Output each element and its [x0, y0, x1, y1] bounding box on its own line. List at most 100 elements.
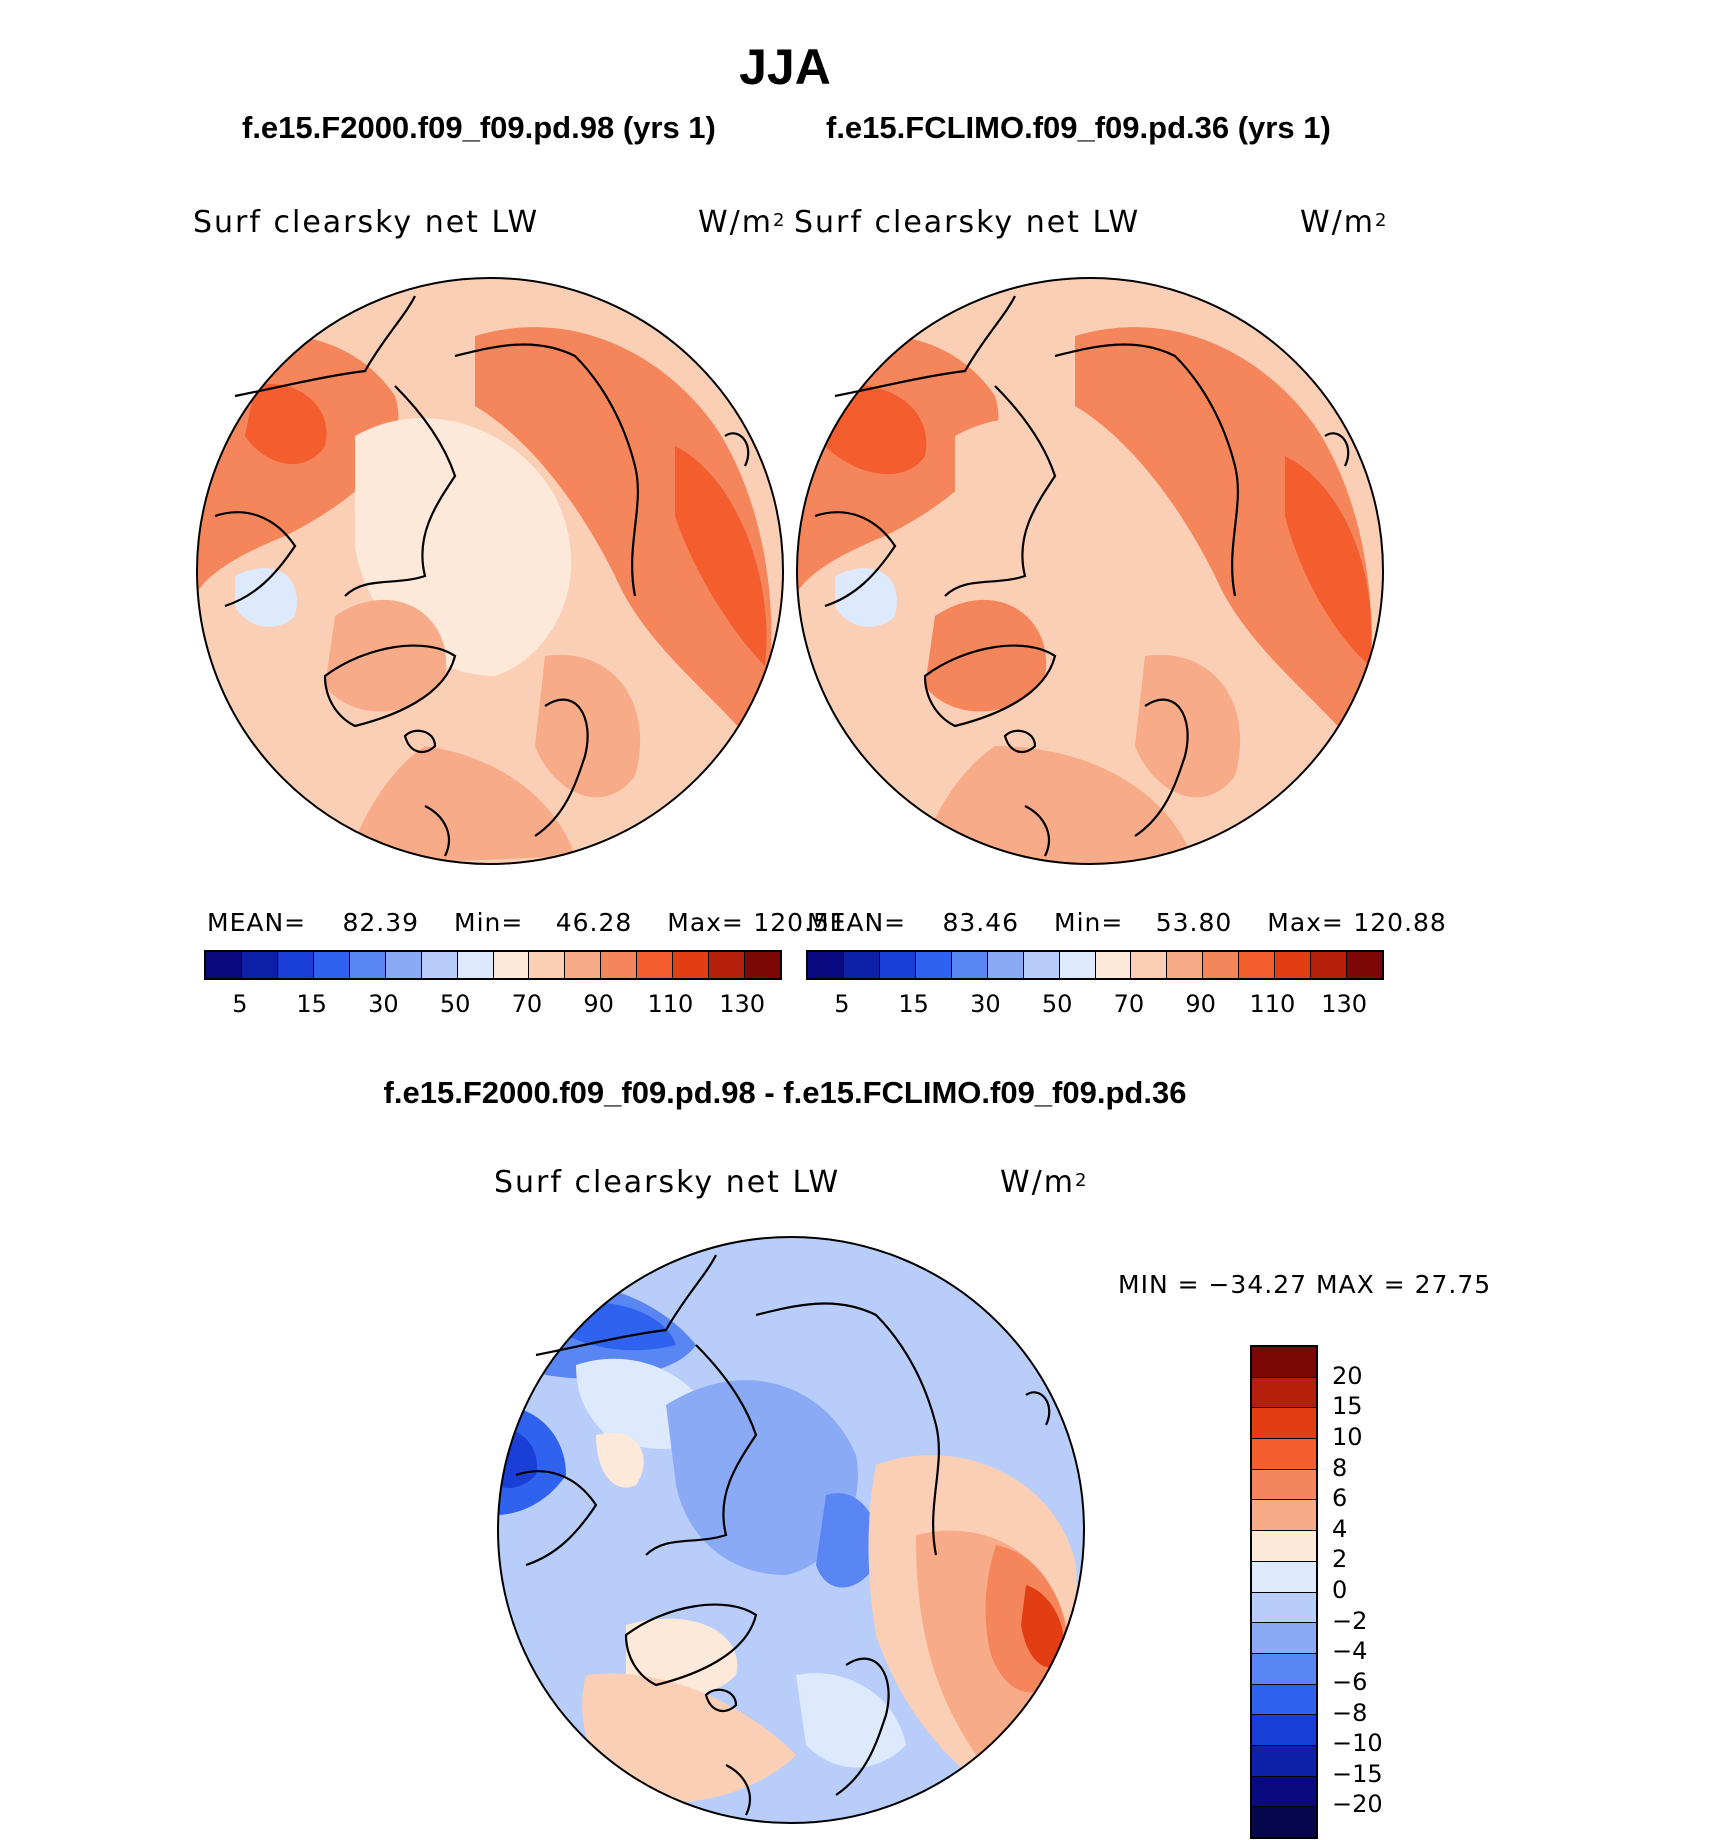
left-mean-label: MEAN=	[207, 908, 307, 937]
colorbar-tick-label: −8	[1332, 1698, 1368, 1727]
colorbar-tick-label: 6	[1332, 1484, 1348, 1513]
colorbar-swatch	[1252, 1776, 1316, 1808]
colorbar-tick-label: 10	[1332, 1422, 1363, 1451]
coastlines	[515, 1254, 1051, 1816]
land-field-siberia	[1075, 327, 1372, 746]
colorbar-swatch	[1252, 1807, 1316, 1837]
diff-variable-label: Surf clearsky net LW	[494, 1165, 841, 1200]
land-field-siberia	[475, 327, 772, 746]
diff-title: f.e15.F2000.f09_f09.pd.98 - f.e15.FCLIMO…	[383, 1075, 1187, 1110]
left-colorbar	[204, 950, 782, 980]
colorbar-swatch	[1252, 1715, 1316, 1746]
colorbar-swatch	[637, 952, 674, 978]
colorbar-swatch	[1095, 952, 1132, 978]
colorbar-swatch	[1252, 1684, 1316, 1716]
colorbar-swatch	[1252, 1439, 1316, 1470]
right-max-label: Max=	[1267, 908, 1344, 937]
right-mean-label: MEAN=	[807, 908, 907, 937]
colorbar-swatch	[241, 952, 278, 978]
colorbar-swatch	[601, 952, 638, 978]
right-units-label: W/m2	[1300, 205, 1389, 240]
colorbar-swatch	[987, 952, 1024, 978]
left-max-label: Max=	[667, 908, 744, 937]
colorbar-swatch	[421, 952, 458, 978]
colorbar-swatch	[1059, 952, 1096, 978]
greenland-field	[325, 599, 447, 712]
colorbar-swatch	[1203, 952, 1240, 978]
colorbar-swatch	[808, 952, 844, 978]
colorbar-swatch	[1252, 1592, 1316, 1624]
colorbar-swatch	[1252, 1377, 1316, 1409]
right-colorbar	[806, 950, 1384, 980]
colorbar-swatch	[529, 952, 566, 978]
warm-field-canada	[825, 384, 927, 475]
colorbar-tick-label: −6	[1332, 1667, 1368, 1696]
right-max-value: 120.88	[1353, 908, 1447, 937]
colorbar-tick-label: −4	[1332, 1637, 1368, 1666]
colorbar-tick-label: 20	[1332, 1361, 1363, 1390]
colorbar-swatch	[951, 952, 988, 978]
colorbar-tick-label: 70	[511, 990, 543, 1018]
colorbar-tick-label: 50	[1041, 990, 1073, 1018]
warm-field-canada	[245, 384, 327, 465]
colorbar-swatch	[277, 952, 314, 978]
colorbar-swatch	[313, 952, 350, 978]
colorbar-swatch	[1252, 1653, 1316, 1685]
right-mean-value: 83.46	[942, 908, 1020, 937]
colorbar-swatch	[1252, 1745, 1316, 1777]
colorbar-tick-label: 15	[1332, 1392, 1363, 1421]
colorbar-tick-label: −2	[1332, 1606, 1368, 1635]
colorbar-tick-label: 30	[368, 990, 399, 1018]
colorbar-tick-label: 50	[439, 990, 471, 1018]
right-variable-label: Surf clearsky net LW	[794, 205, 1141, 240]
colorbar-swatch	[915, 952, 952, 978]
colorbar-swatch	[1252, 1561, 1316, 1593]
left-polar-map	[196, 277, 784, 865]
diff-units-label: W/m2	[1000, 1165, 1089, 1200]
colorbar-swatch	[879, 952, 916, 978]
left-case-title: f.e15.F2000.f09_f09.pd.98 (yrs 1)	[242, 110, 716, 145]
map-boundary	[196, 277, 784, 865]
map-boundary	[796, 277, 1384, 865]
colorbar-swatch	[565, 952, 602, 978]
neg-field-kara	[816, 1493, 878, 1588]
colorbar-swatch	[709, 952, 746, 978]
left-min-label: Min=	[454, 908, 524, 937]
colorbar-tick-label: −10	[1332, 1729, 1383, 1758]
colorbar-swatch	[745, 952, 780, 978]
hudson-bay-field	[835, 568, 897, 627]
north-atlantic-field	[915, 746, 1195, 864]
colorbar-tick-label: 8	[1332, 1453, 1348, 1482]
warm-field-east-siberia	[1285, 456, 1372, 666]
left-units-label: W/m2	[698, 205, 787, 240]
colorbar-swatch	[1311, 952, 1348, 978]
diff-minmax: MIN = −34.27 MAX = 27.75	[1118, 1270, 1492, 1299]
right-case-title: f.e15.FCLIMO.f09_f09.pd.36 (yrs 1)	[826, 110, 1331, 145]
colorbar-tick-label: 70	[1113, 990, 1145, 1018]
right-stats: MEAN= 83.46 Min= 53.80 Max= 120.88	[807, 908, 1447, 937]
pos-field-baffin	[596, 1433, 644, 1488]
colorbar-swatch	[493, 952, 530, 978]
colorbar-tick-label: 90	[1185, 990, 1216, 1018]
hudson-bay-field	[235, 568, 297, 627]
diff-colorbar	[1250, 1345, 1318, 1839]
left-max-value: 120.51	[753, 908, 847, 937]
colorbar-swatch	[1239, 952, 1276, 978]
main-title: JJA	[739, 39, 831, 95]
diff-polar-map	[497, 1236, 1085, 1824]
left-mean-value: 82.39	[342, 908, 420, 937]
colorbar-swatch	[673, 952, 710, 978]
colorbar-tick-label: 30	[970, 990, 1001, 1018]
left-stats: MEAN= 82.39 Min= 46.28 Max= 120.51	[207, 908, 847, 937]
colorbar-tick-label: 110	[1249, 990, 1296, 1018]
colorbar-tick-label: 15	[898, 990, 929, 1018]
colorbar-tick-label: 110	[647, 990, 694, 1018]
colorbar-swatch	[1252, 1408, 1316, 1440]
colorbar-swatch	[349, 952, 386, 978]
pos-field-siberia-max	[1021, 1585, 1065, 1668]
colorbar-swatch	[1252, 1623, 1316, 1654]
near-zero-field-scandinavia	[796, 1673, 906, 1768]
colorbar-tick-label: −15	[1332, 1759, 1383, 1788]
coastlines	[214, 295, 750, 857]
colorbar-swatch	[1252, 1347, 1316, 1378]
